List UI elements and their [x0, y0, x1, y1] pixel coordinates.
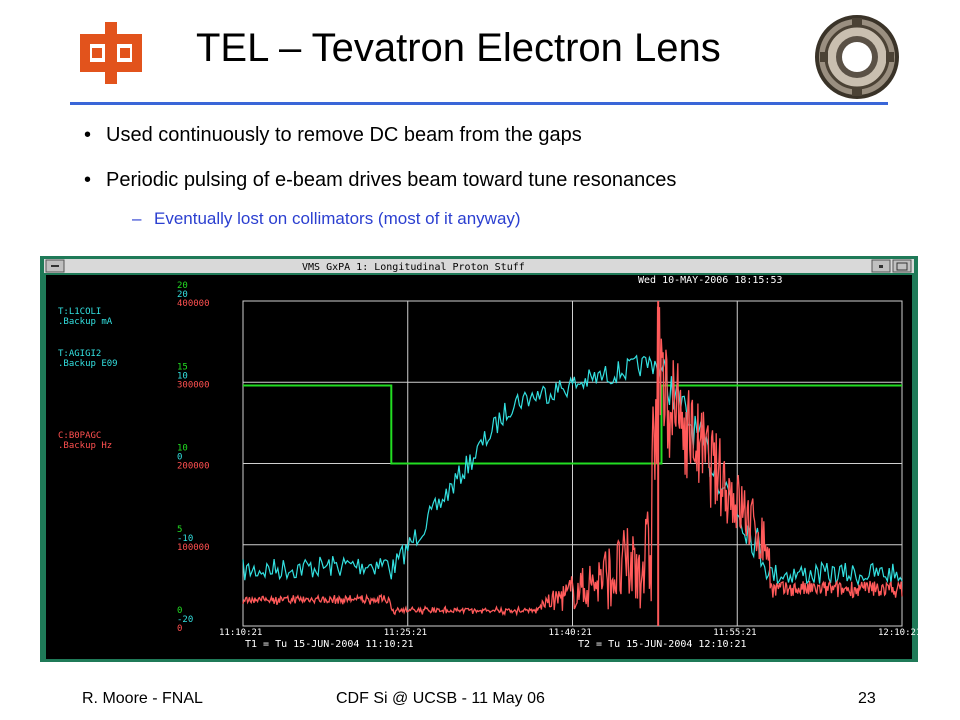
time-axis-labels: 11:10:21 11:25:21 11:40:21 11:55:21 12:10:21 [219, 628, 918, 638]
channel-backup: .Backup mA [58, 317, 113, 327]
bullet-dot: • [84, 124, 92, 146]
green-step-trace [243, 384, 902, 465]
window-menu-icon [51, 265, 59, 267]
cyan-current-trace [242, 354, 903, 587]
channel-backup: .Backup E09 [58, 359, 118, 369]
title-underline [70, 102, 888, 105]
red-loss-trace [242, 306, 903, 617]
bullet-item: • Periodic pulsing of e-beam drives beam … [84, 169, 676, 192]
fermilab-logo-icon [80, 22, 142, 84]
t1-label: T1 = Tu 15-JUN-2004 11:10:21 [245, 639, 414, 650]
time-tick-label: 12:10:21 [878, 628, 918, 638]
bullet-dot: • [84, 169, 92, 191]
axis-label-cyan: 10 [177, 371, 188, 381]
time-tick-label: 11:25:21 [384, 628, 427, 638]
axis-label-red: 100000 [177, 543, 210, 553]
bullet-text: Used continuously to remove DC beam from… [106, 124, 582, 146]
axis-label-cyan: 0 [177, 453, 182, 463]
plot-window: VMS GxPA 1: Longitudinal Proton Stuff We… [40, 256, 918, 662]
footer-event: CDF Si @ UCSB - 11 May 06 [336, 690, 545, 707]
channel-name: T:L1COLI [58, 307, 101, 317]
axis-label-cyan: -20 [177, 615, 193, 625]
sub-bullet-item: – Eventually lost on collimators (most of… [132, 209, 521, 229]
channel-backup: .Backup Hz [58, 441, 112, 451]
axis-label-red: 200000 [177, 462, 210, 472]
footer-author: R. Moore - FNAL [82, 690, 203, 707]
t2-label: T2 = Tu 15-JUN-2004 12:10:21 [578, 639, 747, 650]
sub-bullet-dash: – [132, 209, 142, 228]
electron-lens-photo-icon [815, 15, 899, 99]
minimize-icon [879, 265, 883, 268]
time-tick-label: 11:10:21 [219, 628, 262, 638]
slide-title: TEL – Tevatron Electron Lens [196, 26, 721, 70]
maximize-icon [896, 262, 908, 271]
channel-name: T:AGIGI2 [58, 349, 101, 359]
axis-label-red: 0 [177, 624, 182, 634]
axis-label-cyan: 20 [177, 290, 188, 300]
plot-area-background [46, 275, 912, 659]
axis-label-red: 400000 [177, 299, 210, 309]
plot-window-title: VMS GxPA 1: Longitudinal Proton Stuff [302, 262, 525, 273]
axis-label-green: 10 [177, 444, 188, 454]
time-tick-label: 11:40:21 [549, 628, 592, 638]
axis-label-green: 0 [177, 606, 182, 616]
plot-traces [242, 301, 903, 626]
axis-label-cyan: -10 [177, 534, 193, 544]
y-axis-labels: 202040000015103000001002000005-101000000… [177, 281, 210, 634]
axis-label-green: 15 [177, 362, 188, 372]
plot-window-titlebar [44, 259, 914, 273]
bullet-text: Periodic pulsing of e-beam drives beam t… [106, 169, 677, 191]
plot-timestamp: Wed 10-MAY-2006 18:15:53 [638, 275, 783, 286]
time-tick-label: 11:55:21 [713, 628, 756, 638]
axis-label-green: 20 [177, 281, 188, 291]
axis-label-red: 300000 [177, 380, 210, 390]
bullet-item: • Used continuously to remove DC beam fro… [84, 124, 582, 147]
axis-label-green: 5 [177, 525, 182, 535]
channel-name: C:B0PAGC [58, 431, 101, 441]
sub-bullet-text: Eventually lost on collimators (most of … [154, 209, 521, 228]
page-number: 23 [858, 690, 876, 707]
